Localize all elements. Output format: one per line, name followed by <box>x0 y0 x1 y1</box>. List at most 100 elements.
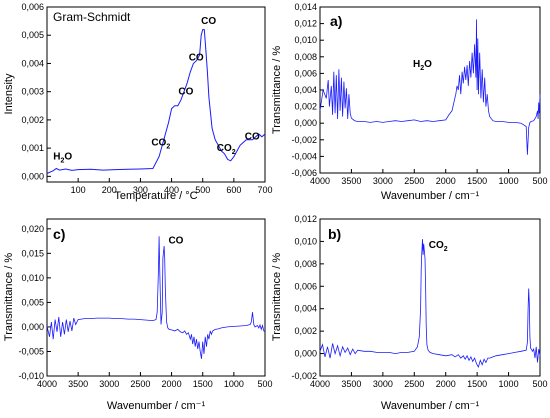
peak-label: CO <box>189 53 204 64</box>
spectrum-b-curve <box>319 239 541 369</box>
x-tick-label: 2000 <box>162 379 182 389</box>
x-tick-label: 400 <box>164 185 179 195</box>
y-tick-label: 0,012 <box>294 214 317 224</box>
tick-marks <box>319 218 541 377</box>
y-tick-label: 0,012 <box>294 19 317 29</box>
x-tick-labels: 4000 3500 3000 2500 2000 1500 1000 500 <box>310 176 548 186</box>
band-annotations: CO <box>168 236 183 247</box>
panel-title: Gram-Schmidt <box>53 10 131 24</box>
plot-frame <box>46 218 266 377</box>
x-tick-labels: 4000 3500 3000 2500 2000 1500 1000 500 <box>37 379 273 389</box>
x-tick-label: 500 <box>195 185 210 195</box>
y-tick-label: 0,020 <box>21 224 44 234</box>
peak-label: H2O <box>53 151 72 164</box>
x-tick-label: 3500 <box>68 379 88 389</box>
x-tick-label: 100 <box>71 185 86 195</box>
peak-label: CO2 <box>217 143 236 156</box>
y-tick-label: 0,014 <box>294 2 317 12</box>
y-tick-label: -0,005 <box>18 346 44 356</box>
y-tick-label: -0,010 <box>18 371 44 381</box>
panel-c-co-spectrum: 4000 3500 3000 2500 2000 1500 1000 500 -0,010-0… <box>3 218 273 412</box>
x-tick-label: 500 <box>532 379 547 389</box>
y-tick-label: 0,000 <box>21 322 44 332</box>
y-tick-label: 0,002 <box>294 326 317 336</box>
y-tick-label: 0,015 <box>21 248 44 258</box>
plot-frame <box>319 6 541 174</box>
panel-label: a) <box>330 13 342 29</box>
tick-marks <box>46 228 266 377</box>
x-tick-label: 1500 <box>467 379 487 389</box>
y-tick-label: -0,002 <box>291 135 317 145</box>
x-axis-label: Temperature / °C <box>114 190 197 202</box>
y-tick-label: 0,000 <box>21 171 44 181</box>
y-tick-label: 0,010 <box>294 236 317 246</box>
panel-label: c) <box>53 226 65 242</box>
x-tick-label: 3000 <box>99 379 119 389</box>
x-tick-label: 4000 <box>37 379 57 389</box>
panel-gram-schmidt: 100 200 300 400 500 600 700 0,0000,0010,0020,0… <box>3 2 273 202</box>
x-tick-label: 1000 <box>499 176 519 186</box>
peak-label: CO <box>168 236 183 247</box>
y-tick-label: 0,005 <box>21 30 44 40</box>
x-tick-label: 200 <box>102 185 117 195</box>
x-tick-label: 500 <box>532 176 547 186</box>
x-axis-label: Wavenumber / cm⁻¹ <box>381 400 480 412</box>
y-tick-label: -0,006 <box>291 168 317 178</box>
spectrum-a-curve <box>319 19 541 155</box>
x-tick-label: 2500 <box>130 379 150 389</box>
panel-a-water-spectrum: 4000 3500 3000 2500 2000 1500 1000 500 -0,006-0… <box>271 2 548 202</box>
y-tick-label: 0,004 <box>294 304 317 314</box>
y-axis-label: Transmittance / % <box>271 46 283 134</box>
tick-marks <box>47 6 266 182</box>
x-tick-label: 2500 <box>404 176 424 186</box>
y-tick-label: -0,004 <box>291 151 317 161</box>
x-tick-label: 500 <box>257 379 272 389</box>
y-tick-label: 0,010 <box>294 35 317 45</box>
y-tick-label: 0,002 <box>294 102 317 112</box>
y-tick-label: 0,005 <box>21 297 44 307</box>
y-tick-labels: 0,000 0,001 0,002 0,003 0,004 0,005 0,006 <box>21 2 44 181</box>
y-tick-label: 0,003 <box>21 87 44 97</box>
x-tick-label: 3500 <box>341 379 361 389</box>
x-tick-label: 2500 <box>404 379 424 389</box>
x-axis-label: Wavenumber / cm⁻¹ <box>107 400 206 412</box>
plot-frame <box>319 218 541 377</box>
peak-label: CO <box>178 87 193 98</box>
y-tick-label: 0,000 <box>294 118 317 128</box>
y-axis-label: Intensity <box>3 73 15 114</box>
y-tick-label: 0,004 <box>21 58 44 68</box>
y-tick-labels: -0,006 -0,004 -0,002 0,000 0,002 0,004 0,006 0,… <box>291 2 317 178</box>
y-tick-label: 0,001 <box>21 143 44 153</box>
y-tick-label: 0,006 <box>294 68 317 78</box>
band-annotations: CO2 <box>429 240 448 253</box>
x-tick-labels: 4000 3500 3000 2500 2000 1500 1000 500 <box>310 379 548 389</box>
x-tick-label: 3500 <box>341 176 361 186</box>
peak-label: CO2 <box>429 240 448 253</box>
tick-marks <box>319 6 541 174</box>
band-annotations: H2O <box>413 59 432 72</box>
y-tick-label: 0,002 <box>21 115 44 125</box>
y-tick-label: 0,006 <box>21 2 44 12</box>
x-tick-label: 4000 <box>310 379 330 389</box>
x-tick-label: 2000 <box>436 379 456 389</box>
spectrum-c-curve <box>46 236 266 359</box>
peak-label: CO <box>201 16 216 27</box>
x-tick-label: 2000 <box>436 176 456 186</box>
x-tick-label: 4000 <box>310 176 330 186</box>
peak-annotations: H2O CO2 CO CO CO CO2 CO <box>53 16 260 164</box>
panel-b-co2-spectrum: 4000 3500 3000 2500 2000 1500 1000 500 -0,002 0,… <box>271 214 548 412</box>
y-tick-label: 0,006 <box>294 281 317 291</box>
y-tick-labels: -0,010 -0,005 0,000 0,005 0,010 0,015 0,020 <box>18 224 44 381</box>
panel-label: b) <box>328 226 341 242</box>
x-tick-label: 700 <box>257 185 272 195</box>
x-tick-label: 1000 <box>224 379 244 389</box>
gram-schmidt-curve <box>46 29 266 174</box>
x-tick-labels: 100 200 300 400 500 600 700 <box>71 185 273 195</box>
y-tick-label: 0,008 <box>294 52 317 62</box>
plot-frame <box>46 6 266 183</box>
x-tick-label: 3000 <box>373 379 393 389</box>
y-tick-label: 0,008 <box>294 259 317 269</box>
x-tick-label: 1500 <box>467 176 487 186</box>
peak-label: CO <box>245 132 260 143</box>
